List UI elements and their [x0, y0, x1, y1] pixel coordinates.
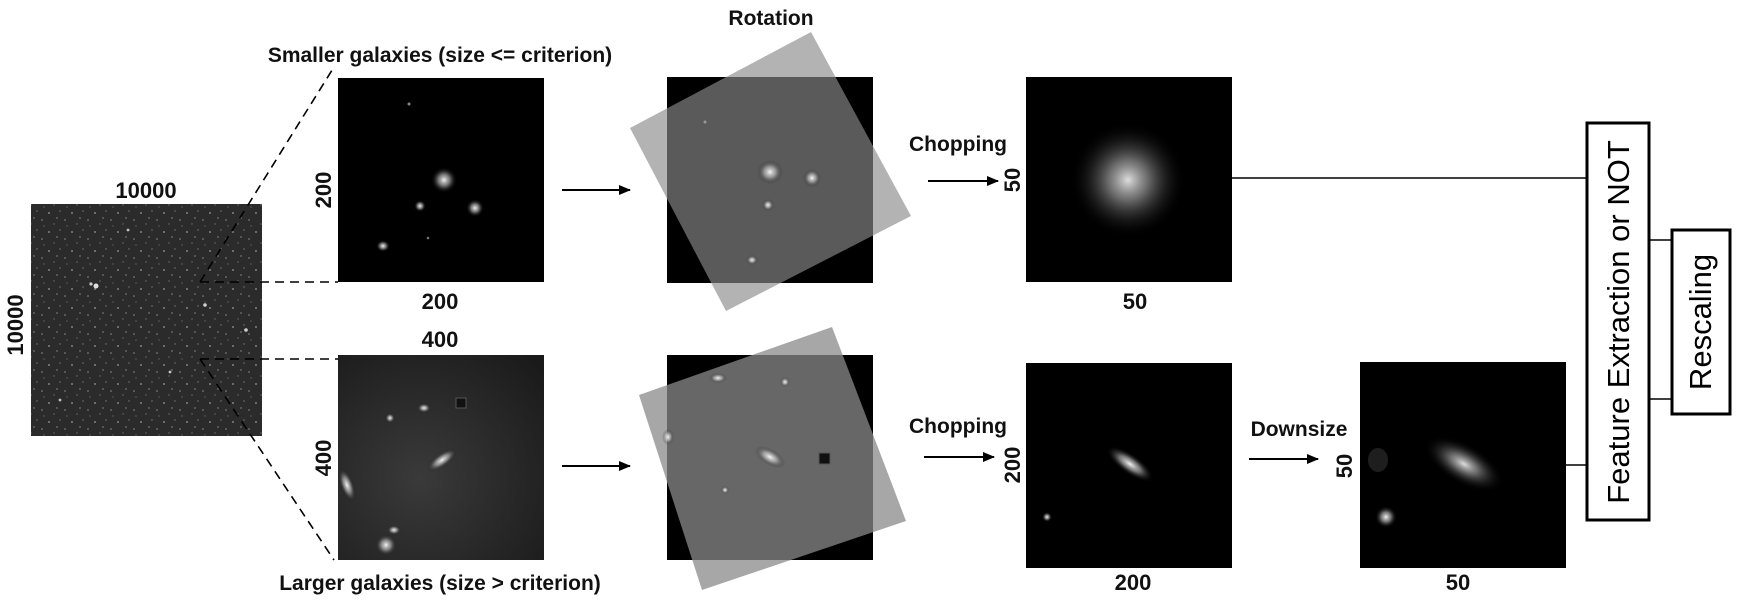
feature-extraction-label: Feature Extraction or NOT [1601, 140, 1636, 504]
feature-extraction-box: Feature Extraction or NOT [1585, 121, 1651, 522]
large-crop-panel [337, 355, 544, 560]
source-height-label: 10000 [3, 294, 28, 355]
large-chopped-height-label: 200 [1000, 447, 1025, 484]
downsized-panel [1360, 362, 1566, 568]
small-branch-title: Smaller galaxies (size <= criterion) [268, 44, 612, 67]
rescaling-box: Rescaling [1670, 228, 1732, 416]
large-chopping-label: Chopping [909, 415, 1007, 438]
small-crop-width-label: 200 [422, 289, 459, 314]
source-width-label: 10000 [115, 178, 176, 203]
downsized-width-label: 50 [1446, 570, 1470, 595]
connector-lines [1232, 177, 1672, 466]
large-crop-height-label: 400 [311, 440, 336, 477]
source-sky-field [31, 204, 262, 436]
large-rotated-panel [639, 327, 906, 590]
small-chopped-panel [1026, 77, 1232, 282]
downsize-label: Downsize [1251, 418, 1348, 441]
zoom-lines [199, 66, 338, 561]
large-chopped-panel [1026, 363, 1232, 568]
small-chopped-height-label: 50 [1000, 168, 1025, 192]
large-crop-top-label: 400 [422, 327, 459, 352]
small-crop-panel [338, 78, 544, 282]
downsized-height-label: 50 [1332, 454, 1357, 478]
small-crop-height-label: 200 [311, 172, 336, 209]
small-chopped-width-label: 50 [1123, 289, 1147, 314]
small-rotated-panel [630, 32, 911, 311]
rescaling-label: Rescaling [1683, 254, 1718, 390]
large-branch-title: Larger galaxies (size > criterion) [279, 572, 601, 595]
large-chopped-width-label: 200 [1115, 570, 1152, 595]
rotation-label: Rotation [728, 7, 813, 30]
small-chopping-label: Chopping [909, 133, 1007, 156]
